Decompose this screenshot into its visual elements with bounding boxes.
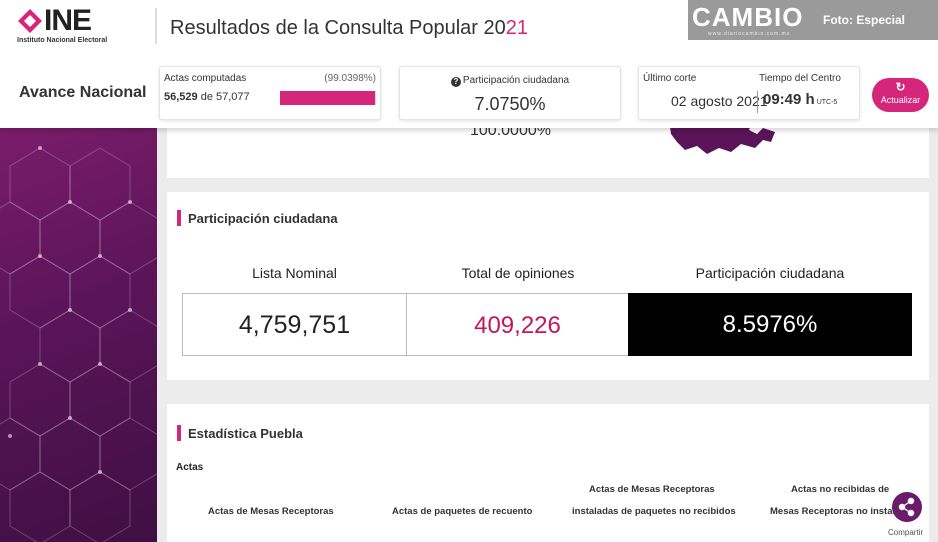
question-icon[interactable]: ? (450, 77, 461, 87)
estadistica-section: Estadística Puebla Actas Actas de Mesas … (167, 404, 929, 542)
mexico-map-fragment (669, 120, 775, 154)
page-title: Resultados de la Consulta Popular 2021 (170, 17, 528, 40)
actualizar-button[interactable]: ↻ Actualizar (872, 78, 929, 112)
total-opiniones-value: 409,226 (407, 293, 629, 356)
lista-nominal-header: Lista Nominal (252, 265, 337, 281)
decorative-side-panel (0, 128, 157, 542)
actas-percent: (99.0398%) (324, 73, 376, 84)
section-accent-bar (177, 425, 181, 441)
ultimo-corte-label: Último corte (643, 73, 697, 84)
est-col-2-line2: Actas de paquetes de recuento (392, 506, 533, 517)
participacion-header: Participación ciudadana (695, 265, 845, 281)
actas-subheading: Actas (176, 462, 204, 473)
est-col-4-line1: Actas no recibidas de (791, 484, 890, 495)
estadistica-section-title: Estadística Puebla (188, 426, 303, 441)
ultimo-corte-card: Último corte Tiempo del Centro 02 agosto… (638, 66, 860, 120)
cambio-url: www.diariocambio.com.mx (708, 31, 791, 37)
corte-timezone: UTC-5 (816, 99, 838, 106)
actas-computadas-card: Actas computadas (99.0398%) 56,529 de 57… (159, 66, 381, 120)
share-icon (898, 497, 915, 517)
actas-of: de (197, 91, 217, 103)
ine-logo-icon (18, 9, 42, 33)
logo-subtitle: Instituto Nacional Electoral (17, 37, 108, 44)
participacion-section: Participación ciudadana Lista Nominal To… (167, 192, 929, 380)
refresh-icon: ↻ (895, 80, 906, 94)
share-button[interactable] (892, 492, 922, 522)
cambio-watermark: CAMBIO www.diariocambio.com.mx Foto: Esp… (688, 0, 938, 40)
photo-credit: Foto: Especial (823, 13, 906, 27)
total-opiniones-header: Total de opiniones (461, 265, 575, 281)
participacion-label: ? Participación ciudadana (400, 75, 620, 87)
est-col-4-line2: Mesas Receptoras no instala (770, 506, 901, 517)
page-title-main: Resultados de la Consulta Popular 20 (170, 17, 506, 39)
corte-time-value: 09:49 h (763, 91, 815, 108)
participacion-value: 7.0750% (474, 94, 546, 114)
ine-logo[interactable]: INE Instituto Nacional Electoral (17, 4, 117, 46)
actas-count: 56,529 de 57,077 (164, 91, 250, 103)
nacional-results-card: 100.0000% (167, 120, 929, 178)
page-title-highlight: 21 (505, 17, 529, 39)
share-label: Compartir (888, 528, 924, 537)
actas-progress-bar (280, 91, 376, 105)
participacion-value-box: 8.5976% (628, 293, 912, 356)
est-col-3-line1: Actas de Mesas Receptoras (589, 484, 715, 495)
corte-date: 02 agosto 2021 (671, 93, 768, 109)
actas-label: Actas computadas (164, 73, 247, 84)
actas-progress-fill (280, 91, 376, 105)
actas-computed: 56,529 (164, 91, 198, 103)
participacion-label-text: Participación ciudadana (462, 75, 570, 86)
est-col-1-line2: Actas de Mesas Receptoras (208, 506, 334, 517)
avance-nacional-label: Avance Nacional (19, 84, 147, 101)
status-bar: Avance Nacional Actas computadas (99.039… (0, 56, 938, 128)
lista-nominal-value: 4,759,751 (182, 293, 407, 356)
actas-total: 57,077 (216, 91, 250, 103)
logo-text: INE (44, 4, 92, 37)
est-col-3-line2: instaladas de paquetes no recibidos (572, 506, 736, 517)
actualizar-label: Actualizar (880, 95, 921, 105)
participacion-section-title: Participación ciudadana (188, 211, 338, 226)
hexagon-pattern (0, 146, 157, 542)
participacion-card: ? Participación ciudadana 7.0750% (399, 66, 621, 120)
cambio-logo: CAMBIO (692, 2, 804, 32)
corte-time: 09:49 h UTC-5 (763, 91, 837, 108)
header-divider (155, 8, 157, 44)
corte-divider (757, 91, 758, 113)
section-accent-bar (177, 210, 181, 226)
tiempo-centro-label: Tiempo del Centro (759, 73, 841, 84)
